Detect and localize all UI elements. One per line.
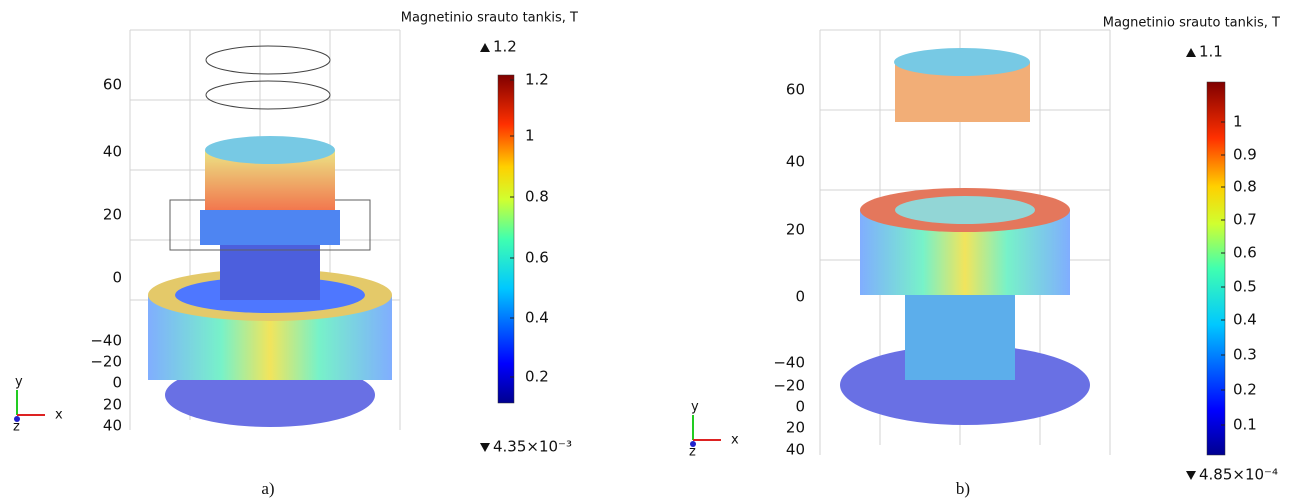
colorbar-tick-label: 0.4 — [525, 309, 549, 327]
axis-tick-label: 0 — [112, 269, 122, 287]
axis-tick-label: 40 — [103, 417, 122, 435]
max-label: 1.1 — [1199, 43, 1223, 61]
min-label: 4.85×10⁻⁴ — [1199, 466, 1278, 484]
colorbar-tick-label: 0.7 — [1233, 211, 1257, 229]
axis-tick-label: 0 — [795, 288, 805, 306]
colorbar-tick-label: 0.8 — [1233, 178, 1257, 196]
colorbar-title: Magnetinio srauto tankis, T — [1103, 16, 1280, 31]
colorbar-tick-label: 0.6 — [1233, 244, 1257, 262]
axis-letter: y — [15, 375, 23, 390]
axis-tick-label: 0 — [112, 374, 122, 392]
axis-tick-label: 40 — [103, 143, 122, 161]
colorbar-tick-label: 0.9 — [1233, 146, 1257, 164]
axis-tick-label: −40 — [90, 332, 122, 350]
axis-letter: x — [55, 408, 63, 423]
colorbar — [1206, 81, 1226, 456]
axis-tick-label: −20 — [90, 353, 122, 371]
render-b — [819, 29, 1111, 455]
colorbar — [497, 74, 515, 404]
min-arrow — [1186, 471, 1196, 480]
axis-tick-label: 60 — [786, 81, 805, 99]
min-label: 4.35×10⁻³ — [493, 438, 572, 456]
caption: b) — [956, 479, 970, 498]
axis-letter: z — [13, 420, 20, 435]
colorbar-tick-label: 0.3 — [1233, 346, 1257, 364]
max-arrow — [480, 43, 490, 52]
colorbar-title: Magnetinio srauto tankis, T — [401, 11, 578, 26]
axis-letter: x — [731, 433, 739, 448]
caption: a) — [261, 479, 274, 498]
axis-letter: z — [689, 445, 696, 460]
axis-tick-label: −20 — [773, 377, 805, 395]
colorbar-tick-label: 0.1 — [1233, 416, 1257, 434]
colorbar-tick-label: 0.4 — [1233, 311, 1257, 329]
colorbar-tick-label: 1.2 — [525, 71, 549, 89]
axis-tick-label: 20 — [786, 419, 805, 437]
colorbar-tick-label: 1 — [525, 127, 535, 145]
axis-tick-label: 20 — [103, 206, 122, 224]
colorbar-tick-label: 0.2 — [1233, 381, 1257, 399]
axis-tick-label: 40 — [786, 441, 805, 459]
axis-letter: y — [691, 400, 699, 415]
axis-tick-label: 20 — [103, 396, 122, 414]
axis-tick-label: 60 — [103, 76, 122, 94]
axis-tick-label: 0 — [795, 398, 805, 416]
render-a — [129, 29, 401, 430]
colorbar-tick-label: 0.5 — [1233, 278, 1257, 296]
colorbar-tick-label: 1 — [1233, 113, 1243, 131]
axis-tick-label: 40 — [786, 153, 805, 171]
colorbar-tick-label: 0.2 — [525, 368, 549, 386]
max-arrow — [1186, 48, 1196, 57]
axis-z-dot — [690, 441, 696, 447]
colorbar-tick-label: 0.6 — [525, 249, 549, 267]
axis-tick-label: 20 — [786, 221, 805, 239]
axis-tick-label: −40 — [773, 354, 805, 372]
axis-z-dot — [14, 416, 20, 422]
max-label: 1.2 — [493, 38, 517, 56]
colorbar-tick-label: 0.8 — [525, 188, 549, 206]
min-arrow — [480, 443, 490, 452]
